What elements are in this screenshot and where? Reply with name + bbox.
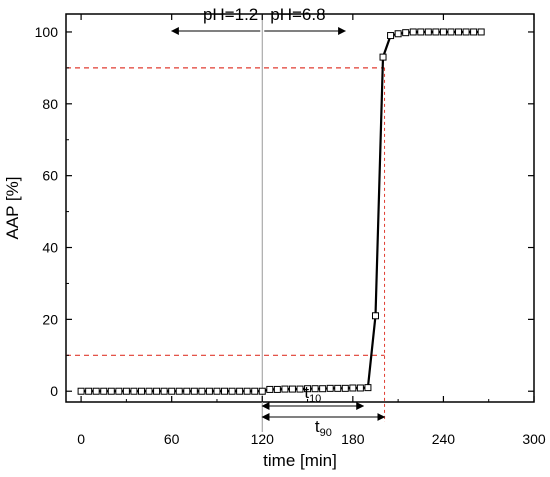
data-point <box>168 387 176 395</box>
data-point <box>304 385 312 393</box>
data-point <box>236 387 244 395</box>
data-point <box>462 28 470 36</box>
plot-frame <box>65 13 535 403</box>
t90-label: t90 <box>315 417 332 439</box>
data-point <box>130 387 138 395</box>
data-point <box>417 28 425 36</box>
y-tick-label: 0 <box>50 383 58 399</box>
y-tick-label: 40 <box>42 240 58 256</box>
y-tick-label: 60 <box>42 168 58 184</box>
y-tick-label: 80 <box>42 96 58 112</box>
data-point <box>273 385 281 393</box>
data-point <box>296 385 304 393</box>
data-point <box>394 30 402 38</box>
data-point <box>145 387 153 395</box>
data-point <box>439 28 447 36</box>
x-axis-title: time [min] <box>263 451 337 470</box>
t10-label: t10 <box>304 383 321 405</box>
data-point <box>107 387 115 395</box>
data-point <box>228 387 236 395</box>
ph-left-label: pH=1.2 <box>203 5 258 24</box>
data-point <box>334 384 342 392</box>
data-point <box>356 384 364 392</box>
x-tick-label: 180 <box>341 431 365 447</box>
data-point <box>364 384 372 392</box>
data-point <box>160 387 168 395</box>
data-point <box>424 28 432 36</box>
data-point <box>175 387 183 395</box>
data-point <box>251 387 259 395</box>
reference-lines <box>66 14 386 432</box>
ph-right-label: pH=6.8 <box>270 5 325 24</box>
data-point <box>341 384 349 392</box>
data-point <box>77 387 85 395</box>
data-point <box>115 387 123 395</box>
data-point <box>371 312 379 320</box>
data-point <box>319 385 327 393</box>
x-tick-label: 120 <box>251 431 275 447</box>
y-tick-label: 20 <box>42 311 58 327</box>
data-point <box>205 387 213 395</box>
x-tick-label: 240 <box>432 431 456 447</box>
data-point <box>100 387 108 395</box>
data-point <box>326 384 334 392</box>
x-tick-label: 300 <box>522 431 546 447</box>
data-point <box>477 28 485 36</box>
data-point <box>455 28 463 36</box>
data-point <box>288 385 296 393</box>
data-point <box>85 387 93 395</box>
data-point <box>266 385 274 393</box>
y-axis-title: AAP [%] <box>3 177 22 240</box>
data-markers <box>77 28 485 395</box>
data-point <box>402 29 410 37</box>
data-point <box>153 387 161 395</box>
data-point <box>243 387 251 395</box>
data-point <box>258 387 266 395</box>
release-curve <box>81 30 482 393</box>
y-tick-label: 100 <box>35 24 59 40</box>
data-point <box>281 385 289 393</box>
data-point <box>447 28 455 36</box>
data-point <box>122 387 130 395</box>
data-point <box>213 387 221 395</box>
annotations: pH=1.2 pH=6.8 t10 t90 <box>170 5 386 439</box>
data-point <box>379 53 387 61</box>
data-point <box>432 28 440 36</box>
data-point <box>311 385 319 393</box>
data-point <box>221 387 229 395</box>
data-point <box>349 384 357 392</box>
axes: 0 60 120 180 240 300 0 20 40 60 80 100 <box>35 14 546 447</box>
data-point <box>387 32 395 40</box>
data-point <box>470 28 478 36</box>
x-tick-label: 60 <box>164 431 180 447</box>
data-point <box>137 387 145 395</box>
data-point <box>183 387 191 395</box>
data-point <box>190 387 198 395</box>
data-point <box>409 28 417 36</box>
data-point <box>92 387 100 395</box>
data-point <box>198 387 206 395</box>
x-tick-label: 0 <box>77 431 85 447</box>
